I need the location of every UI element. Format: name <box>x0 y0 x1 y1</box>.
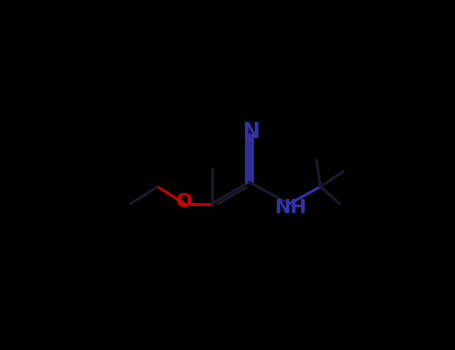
Text: O: O <box>177 192 193 211</box>
Text: N: N <box>242 122 259 142</box>
Text: NH: NH <box>275 198 307 217</box>
